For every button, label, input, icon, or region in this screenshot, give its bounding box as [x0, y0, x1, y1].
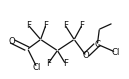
Text: F: F [79, 21, 84, 30]
Text: O: O [82, 51, 89, 60]
Text: F: F [43, 21, 48, 30]
Text: Cl: Cl [111, 48, 120, 57]
Text: F: F [26, 21, 31, 30]
Text: F: F [46, 59, 51, 68]
Text: C: C [94, 40, 100, 49]
Text: F: F [63, 59, 68, 68]
Text: O: O [8, 37, 15, 46]
Text: Cl: Cl [33, 63, 41, 72]
Text: F: F [63, 21, 68, 30]
